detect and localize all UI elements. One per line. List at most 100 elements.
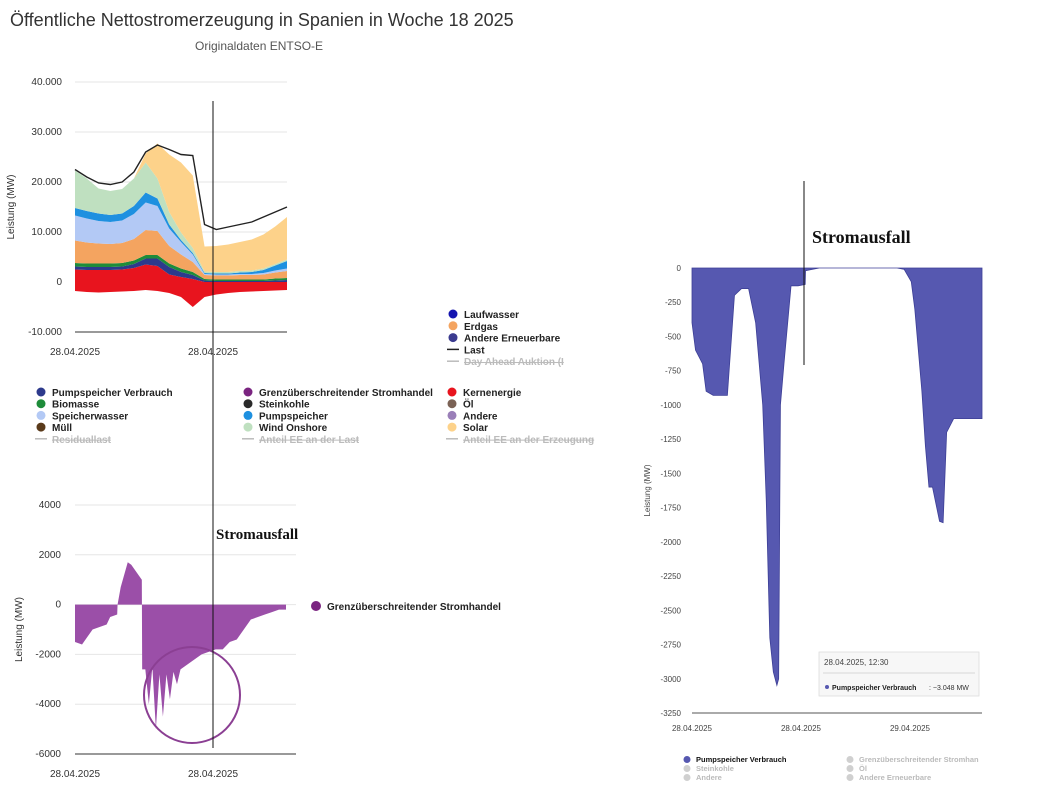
legend-item-label: Müll	[52, 423, 72, 434]
y-tick-label: 30.000	[31, 127, 62, 138]
y-tick-label: 4000	[39, 500, 62, 511]
y-tick-label: 0	[677, 264, 682, 273]
series-area-cross-border-trade	[75, 562, 286, 730]
legend-item-label: Steinkohle	[259, 400, 310, 411]
y-tick-label: 0	[56, 277, 62, 288]
legend-item-label: Solar	[463, 423, 488, 434]
y-axis-label: Leistung (MW)	[6, 174, 17, 239]
y-tick-label: -1000	[661, 401, 682, 410]
y-tick-label: -3250	[661, 709, 682, 718]
legend-marker	[683, 774, 691, 781]
legend-item-label: Grenzüberschreitender Stromhan	[859, 755, 979, 764]
y-axis-label: Leistung (MW)	[643, 464, 652, 516]
legend-item-label: Andere Erneuerbare	[464, 334, 561, 345]
series-area-kernenergie	[75, 264, 287, 282]
legend-item-label: Grenzüberschreitender Stromhandel	[259, 388, 433, 399]
x-tick-label: 28.04.2025	[50, 347, 100, 358]
legend-item-label: Laufwasser	[464, 310, 519, 321]
legend-marker	[243, 422, 253, 432]
x-tick-label: 28.04.2025	[50, 769, 100, 780]
legend-marker	[243, 399, 253, 409]
legend-marker	[36, 387, 46, 397]
y-tick-label: -1250	[661, 435, 682, 444]
tooltip-series-label: Pumpspeicher Verbrauch	[832, 685, 916, 692]
legend-marker	[846, 765, 854, 772]
legend-item-label: Pumpspeicher	[259, 411, 328, 422]
legend-item-label: Speicherwasser	[52, 411, 128, 422]
legend-item-label: Andere	[463, 411, 498, 422]
x-tick-label: 29.04.2025	[890, 724, 931, 733]
y-tick-label: 20.000	[31, 177, 62, 188]
legend-marker	[448, 333, 458, 343]
series-area-wind-onshore	[75, 162, 287, 274]
stromausfall-annotation: Stromausfall	[812, 227, 911, 247]
y-tick-label: -2000	[35, 649, 61, 660]
tooltip-value: : −3.048 MW	[929, 685, 969, 692]
legend-item-label: Steinkohle	[696, 764, 734, 773]
tooltip-marker	[825, 685, 829, 689]
stromausfall-annotation: Stromausfall	[216, 527, 298, 543]
legend-marker	[683, 756, 691, 763]
legend-marker	[36, 410, 46, 420]
legend-marker	[448, 309, 458, 319]
y-tick-label: -6000	[35, 749, 61, 760]
y-tick-label: 10.000	[31, 227, 62, 238]
y-tick-label: -500	[665, 332, 682, 341]
highlight-circle	[143, 646, 241, 744]
legend-item-label: Öl	[859, 764, 867, 773]
legend-item-label: Wind Onshore	[259, 423, 328, 434]
series-area-kernenergie	[75, 282, 287, 307]
tooltip-time: 28.04.2025, 12:30	[824, 658, 889, 667]
legend-item-label: Day Ahead Auktion (I	[464, 357, 564, 368]
x-tick-label: 28.04.2025	[781, 724, 822, 733]
legend-item-label: Anteil EE an der Last	[259, 435, 360, 446]
legend-item-label: Grenzüberschreitender Stromhandel	[327, 602, 501, 613]
legend-marker	[447, 410, 457, 420]
page-subtitle: Originaldaten ENTSO-E	[195, 39, 324, 53]
legend-item-label: Last	[464, 345, 485, 356]
legend-marker	[311, 601, 321, 611]
legend-item-label: Pumpspeicher Verbrauch	[52, 388, 173, 399]
series-area-solar	[75, 143, 287, 272]
legend-item-label: Andere	[696, 773, 722, 782]
legend-item-label: Kernenergie	[463, 388, 522, 399]
y-tick-label: 0	[55, 600, 61, 611]
tooltip-box	[818, 651, 980, 697]
legend-marker	[243, 387, 253, 397]
legend-item-label: Biomasse	[52, 400, 100, 411]
legend-item-label: Pumpspeicher Verbrauch	[696, 755, 787, 764]
page-title: Öffentliche Nettostromerzeugung in Spani…	[10, 10, 514, 30]
load-line	[74, 144, 288, 231]
legend-marker	[447, 399, 457, 409]
legend-item-label: Erdgas	[464, 322, 498, 333]
x-tick-label: 28.04.2025	[188, 769, 238, 780]
series-area-speicherwasser	[75, 202, 287, 276]
legend-item-label: Anteil EE an der Erzeugung	[463, 435, 594, 446]
legend-marker	[683, 765, 691, 772]
legend-marker	[448, 321, 458, 331]
legend-marker	[447, 387, 457, 397]
legend-marker	[36, 422, 46, 432]
y-tick-label: -2000	[661, 538, 682, 547]
y-tick-label: -250	[665, 298, 682, 307]
y-tick-label: -1750	[661, 504, 682, 513]
legend-marker	[36, 399, 46, 409]
y-tick-label: -2500	[661, 606, 682, 615]
legend-marker	[846, 774, 854, 781]
y-tick-label: 2000	[39, 550, 62, 561]
y-tick-label: -2250	[661, 572, 682, 581]
legend-item-label: Öl	[463, 398, 474, 411]
legend-item-label: Residuallast	[52, 435, 112, 446]
y-tick-label: -2750	[661, 641, 682, 650]
trade-chart: 4000 2000 0 -2000 -4000 -6000 Leistung (MW) 28.…	[14, 101, 501, 780]
legend-marker	[243, 410, 253, 420]
legend-marker	[846, 756, 854, 763]
legend-item-label: Andere Erneuerbare	[859, 773, 931, 782]
series-area-erdgas	[75, 230, 287, 280]
y-tick-label: -750	[665, 367, 682, 376]
generation-chart: 40.000 30.000 20.000 10.000 0 -10.000 Leistung…	[6, 77, 594, 446]
y-tick-label: -4000	[35, 699, 61, 710]
series-area-pumpspeicher	[75, 192, 287, 275]
y-tick-label: -1500	[661, 469, 682, 478]
